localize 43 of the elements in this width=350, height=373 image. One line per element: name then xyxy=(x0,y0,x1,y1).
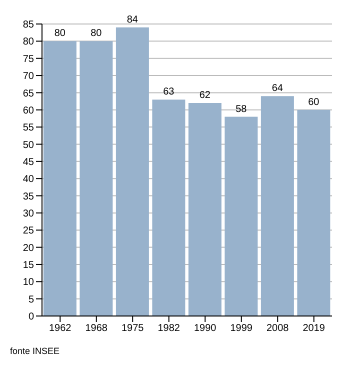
x-tick-label: 1968 xyxy=(85,323,108,334)
y-tick-label: 45 xyxy=(22,156,34,168)
y-tick-label: 35 xyxy=(22,191,34,202)
y-tick-label: 15 xyxy=(22,260,34,272)
bar xyxy=(188,103,222,316)
data-label: 58 xyxy=(236,104,248,115)
y-tick-label: 70 xyxy=(22,71,34,82)
data-label: 60 xyxy=(308,96,320,108)
y-tick-label: 55 xyxy=(22,122,34,134)
y-tick-label: 40 xyxy=(22,174,34,186)
x-tick-label: 1990 xyxy=(194,323,217,334)
y-tick-label: 0 xyxy=(28,312,34,323)
y-tick-label: 60 xyxy=(22,105,34,116)
data-label: 84 xyxy=(126,14,138,26)
x-tick-label: 2019 xyxy=(302,323,326,334)
bar xyxy=(152,100,186,316)
y-tick-label: 20 xyxy=(22,242,34,254)
source-note: fonte INSEE xyxy=(10,346,61,356)
x-tick-label: 1999 xyxy=(230,323,253,334)
y-tick-label: 85 xyxy=(22,20,34,31)
bar xyxy=(224,116,258,316)
bar xyxy=(116,27,149,316)
data-label: 63 xyxy=(163,86,175,98)
x-tick-label: 1982 xyxy=(158,323,180,334)
x-tick-label: 1975 xyxy=(122,323,144,334)
data-label: 80 xyxy=(90,28,102,40)
data-label: 62 xyxy=(199,90,211,102)
x-tick-label: 2008 xyxy=(266,323,290,334)
bar xyxy=(260,96,294,316)
bar xyxy=(80,41,113,316)
y-tick-label: 50 xyxy=(22,140,34,151)
data-label: 80 xyxy=(54,28,66,40)
y-tick-label: 30 xyxy=(22,208,34,220)
y-tick-label: 25 xyxy=(22,226,34,237)
bar xyxy=(43,41,76,316)
data-label: 64 xyxy=(272,83,284,94)
y-tick-label: 80 xyxy=(22,36,34,48)
x-tick-label: 1962 xyxy=(49,323,72,334)
y-tick-label: 75 xyxy=(22,54,34,65)
bar xyxy=(297,110,330,316)
y-tick-label: 10 xyxy=(22,277,34,288)
y-tick-label: 5 xyxy=(28,294,34,306)
y-tick-label: 65 xyxy=(22,88,34,100)
